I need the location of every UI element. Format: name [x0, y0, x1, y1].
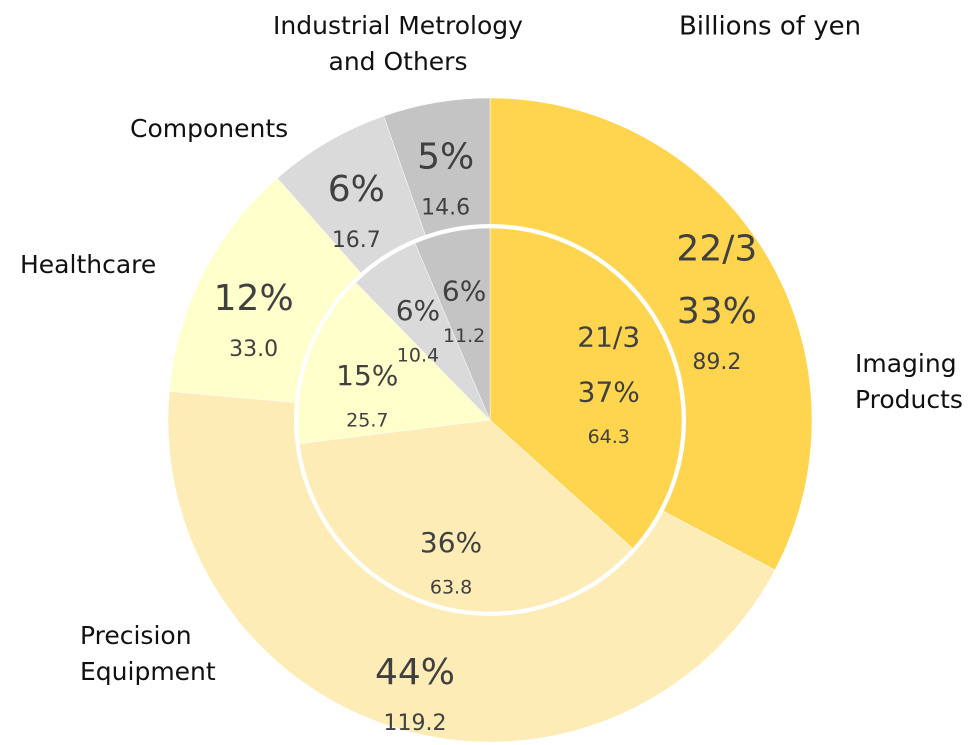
pie-slice [297, 282, 491, 444]
pie-slice [489, 227, 683, 549]
category-label: Equipment [80, 657, 216, 686]
percent-label: 15% [336, 359, 398, 392]
value-label: 16.7 [332, 228, 381, 253]
percent-label: 33% [677, 291, 757, 332]
value-label: 64.3 [588, 426, 630, 448]
value-label: 63.8 [430, 577, 472, 599]
category-label: Imaging [855, 349, 957, 378]
category-label: Precision [80, 621, 192, 650]
percent-label: 6% [442, 275, 486, 308]
ring-label: 22/3 [676, 229, 757, 270]
value-label: 119.2 [384, 711, 447, 736]
ring-label: 21/3 [577, 320, 640, 353]
category-label: and Others [329, 47, 468, 76]
category-label: Industrial Metrology [273, 11, 523, 40]
value-label: 11.2 [443, 325, 485, 347]
category-label: Products [855, 385, 963, 414]
pie-slice [299, 419, 634, 613]
value-label: 25.7 [346, 410, 388, 432]
percent-label: 6% [396, 294, 440, 327]
value-label: 10.4 [397, 344, 439, 366]
percent-label: 36% [420, 526, 482, 559]
percent-label: 12% [214, 278, 294, 319]
percent-label: 37% [578, 375, 640, 408]
chart-title: Billions of yen [679, 12, 861, 42]
percent-label: 44% [375, 652, 455, 693]
ring-separator [294, 224, 686, 616]
value-label: 33.0 [229, 337, 278, 362]
percent-label: 5% [417, 137, 474, 178]
category-label: Healthcare [20, 250, 156, 279]
percent-label: 6% [328, 169, 385, 210]
category-label: Components [130, 114, 288, 143]
value-label: 14.6 [421, 196, 470, 221]
value-label: 89.2 [692, 350, 741, 375]
